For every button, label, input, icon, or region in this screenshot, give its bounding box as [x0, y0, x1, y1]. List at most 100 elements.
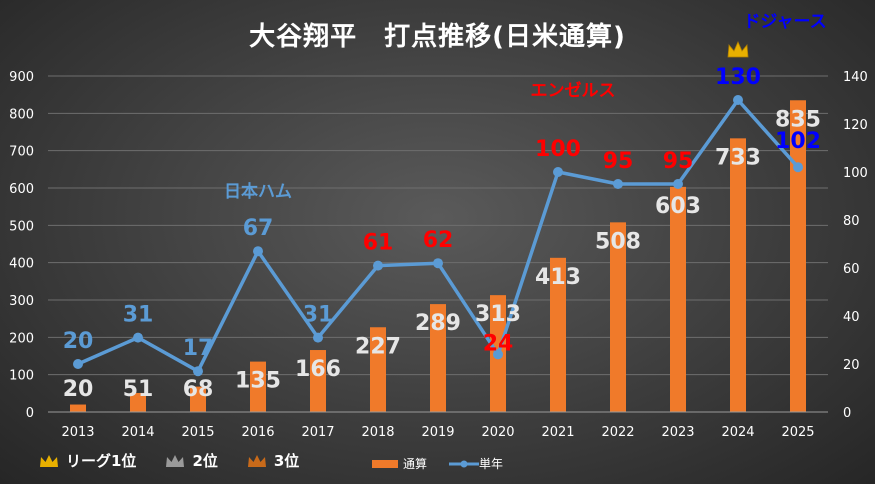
line-legend-label: 単年	[479, 457, 504, 471]
line-value-label: 31	[123, 303, 154, 328]
x-tick-label: 2016	[241, 425, 274, 440]
y-right-tick: 120	[843, 118, 868, 133]
y-left-tick: 100	[9, 369, 34, 384]
x-tick-label: 2024	[721, 425, 754, 440]
gold-crown-icon	[727, 41, 749, 58]
bar-2025	[790, 100, 806, 413]
bar-value-label: 135	[235, 369, 281, 394]
line-value-label: 95	[663, 149, 694, 174]
bar-2015	[190, 386, 206, 412]
line-value-label: 20	[63, 329, 94, 354]
y-left-tick: 500	[9, 219, 34, 234]
x-tick-label: 2019	[421, 425, 454, 440]
bar-value-label: 227	[355, 334, 401, 359]
bar-value-label: 166	[295, 357, 341, 382]
x-tick-label: 2022	[601, 425, 634, 440]
line-value-label: 61	[363, 231, 394, 256]
line-point-2013	[73, 359, 83, 369]
rank3-legend-item: 3位	[246, 450, 299, 471]
gold-crown-icon	[40, 454, 58, 467]
y-right-tick: 20	[843, 358, 860, 373]
x-tick-label: 2021	[541, 425, 574, 440]
x-tick-label: 2015	[181, 425, 214, 440]
y-right-tick: 60	[843, 262, 860, 277]
line-point-2016	[253, 246, 263, 257]
team-annotation: エンゼルス	[531, 80, 616, 101]
x-tick-label: 2020	[481, 425, 514, 440]
line-point-2025	[793, 162, 803, 173]
bar-2017	[310, 350, 326, 412]
bar-2019	[430, 304, 446, 412]
bar-legend-item: 通算	[372, 455, 427, 472]
rank1-legend-item: リーグ1位	[38, 450, 136, 471]
bar-2018	[370, 327, 386, 412]
series-legend: 通算 単年	[372, 455, 525, 472]
line-point-2019	[433, 258, 443, 269]
y-left-tick: 600	[9, 182, 34, 197]
line-value-label: 95	[603, 149, 634, 174]
line-point-2022	[613, 179, 623, 189]
y-right-tick: 80	[843, 214, 860, 229]
line-point-2024	[733, 95, 743, 105]
y-left-tick: 700	[9, 145, 34, 160]
bar-value-label: 68	[183, 377, 214, 402]
bar-value-label: 313	[475, 302, 521, 327]
line-point-2015	[193, 366, 203, 377]
line-point-2018	[373, 260, 383, 271]
y-left-tick: 800	[9, 107, 34, 122]
bar-2016	[250, 361, 266, 412]
line-value-label: 62	[423, 228, 454, 253]
silver-crown-icon	[166, 454, 185, 467]
crown-shape	[727, 41, 749, 58]
rank3-label: 3位	[273, 452, 300, 470]
x-tick-label: 2013	[61, 425, 94, 440]
team-annotation: 日本ハム	[224, 181, 292, 202]
bar-value-label: 508	[595, 229, 641, 254]
y-left-tick: 300	[9, 294, 34, 309]
line-point-2014	[133, 332, 143, 343]
y-left-tick: 400	[9, 257, 34, 272]
rank-legend: リーグ1位 2位 3位	[38, 450, 327, 471]
bar-2021	[550, 257, 566, 412]
y-left-tick: 900	[9, 70, 34, 85]
x-tick-label: 2014	[121, 425, 154, 440]
bar-value-label: 51	[123, 377, 154, 402]
rank1-label: リーグ1位	[66, 452, 137, 470]
chart-title: 大谷翔平 打点推移(日米通算)	[249, 22, 626, 52]
line-value-label: 130	[715, 65, 761, 90]
bar-value-label: 603	[655, 194, 701, 219]
y-right-tick: 0	[843, 406, 851, 421]
bar-2022	[610, 222, 626, 412]
x-tick-label: 2023	[661, 425, 694, 440]
line-value-label: 17	[183, 336, 214, 361]
line-value-label: 100	[535, 137, 581, 162]
bar-2014	[130, 392, 146, 412]
bar-2024	[730, 138, 746, 412]
bar-value-label: 289	[415, 311, 461, 336]
bar-value-label: 413	[535, 265, 581, 290]
line-point-2017	[313, 332, 323, 343]
bar-value-label: 20	[63, 377, 94, 402]
rank2-label: 2位	[192, 452, 218, 470]
line-point-2023	[673, 179, 683, 189]
y-right-tick: 100	[843, 166, 868, 181]
bronze-crown-icon	[247, 454, 266, 467]
line-value-label: 24	[483, 331, 514, 356]
rank2-legend-item: 2位	[164, 450, 218, 471]
line-legend-item: 単年	[449, 455, 503, 472]
line-value-label: 67	[243, 216, 274, 241]
bar-2013	[70, 404, 86, 412]
bar-swatch	[372, 459, 398, 468]
bar-legend-label: 通算	[403, 457, 428, 471]
team-annotation: ドジャース	[743, 12, 826, 32]
y-left-tick: 0	[26, 406, 34, 421]
bar-value-label: 733	[715, 145, 761, 170]
y-left-tick: 200	[9, 331, 34, 346]
y-right-tick: 140	[843, 70, 868, 85]
line-swatch	[449, 460, 480, 467]
line-point-2020	[493, 349, 503, 360]
x-tick-label: 2018	[361, 425, 394, 440]
bar-value-label: 835	[775, 107, 821, 132]
line-point-2021	[553, 167, 563, 177]
